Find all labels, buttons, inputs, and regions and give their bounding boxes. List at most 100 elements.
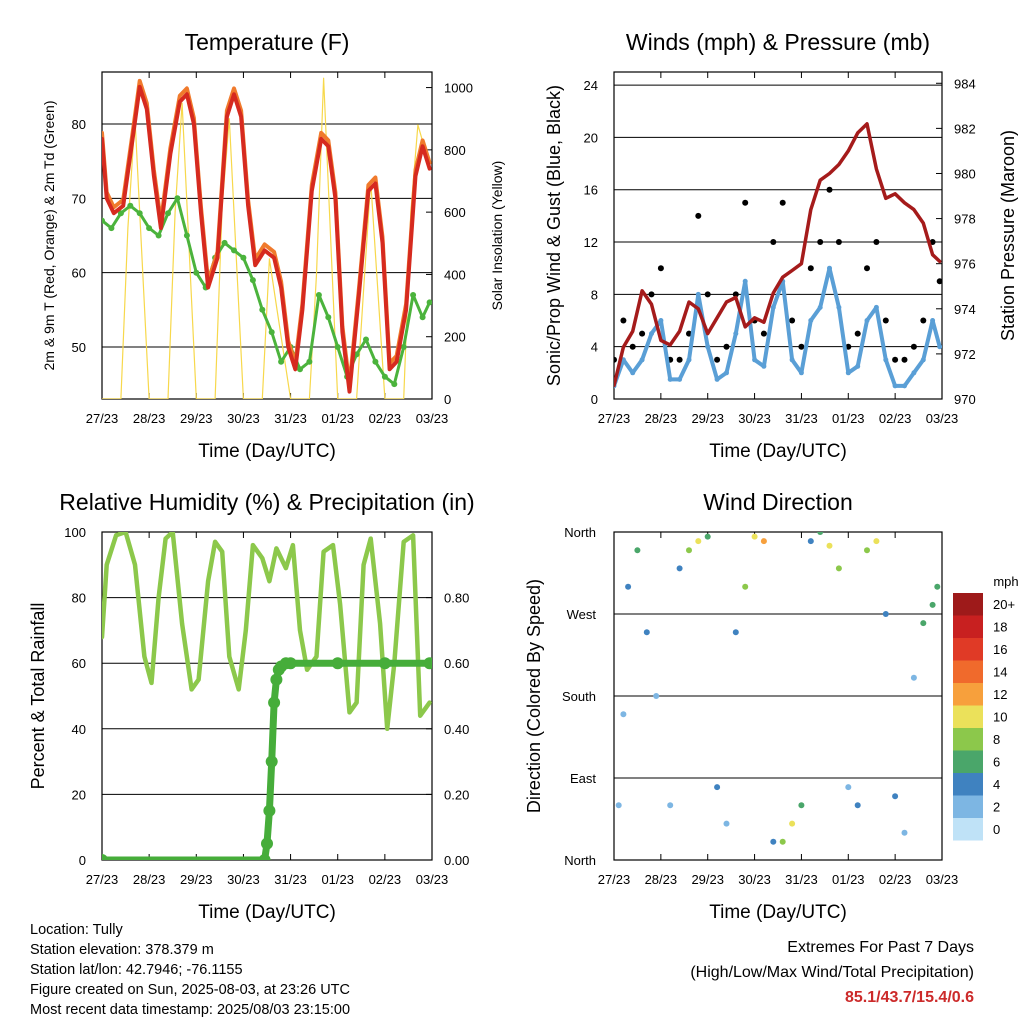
- direction-point: [676, 565, 683, 572]
- winds-y2tick-label: 972: [954, 347, 976, 362]
- gust-point: [901, 356, 908, 363]
- direction-point: [864, 547, 870, 554]
- gust-point: [817, 239, 824, 245]
- winds-xtick-label: 03/23: [926, 411, 959, 426]
- colorbar-label: 10: [993, 710, 1007, 725]
- extremes-block: Extremes For Past 7 Days (High/Low/Max W…: [690, 935, 974, 1010]
- winds-xtick-label: 27/23: [598, 411, 631, 426]
- winds-plot-area: [614, 122, 942, 389]
- temperature-xtick-label: 31/23: [274, 411, 307, 426]
- wind-point: [714, 376, 720, 382]
- humidity-y2tick-label: 0.00: [444, 853, 469, 868]
- gust-point: [936, 278, 942, 285]
- colorbar-swatch: [953, 728, 983, 751]
- colorbar-label: 4: [993, 777, 1000, 792]
- direction-xtick-label: 30/23: [738, 872, 771, 887]
- direction-point: [732, 629, 739, 636]
- humidity-xtick-label: 01/23: [321, 872, 354, 887]
- gust-point: [770, 239, 777, 245]
- humidity-xlabel: Time (Day/UTC): [198, 902, 336, 923]
- direction-point: [826, 542, 833, 549]
- direction-point: [667, 802, 674, 809]
- gust-point: [864, 265, 870, 272]
- extremes-subtitle: (High/Low/Max Wind/Total Precipitation): [690, 964, 974, 981]
- direction-point: [934, 583, 941, 590]
- gust-point: [826, 186, 833, 193]
- gust-point: [760, 330, 767, 337]
- precip-point: [258, 854, 271, 860]
- gust-point: [629, 343, 636, 350]
- gust-point: [723, 343, 730, 350]
- wind-point: [855, 363, 861, 369]
- gust-point: [732, 291, 739, 298]
- direction-point: [751, 533, 758, 540]
- direction-point: [920, 620, 927, 627]
- winds-xtick-label: 01/23: [832, 411, 865, 426]
- gust-point: [704, 291, 711, 298]
- temperature-y2label: Solar Insolation (Yellow): [489, 161, 505, 311]
- temperature-ytick-label: 70: [72, 191, 86, 206]
- humidity-xtick-label: 31/23: [274, 872, 307, 887]
- direction-ytick-label: North: [564, 525, 596, 540]
- gust-point: [845, 343, 852, 350]
- gust-point: [882, 317, 889, 324]
- humidity-xtick-label: 29/23: [180, 872, 213, 887]
- direction-point: [634, 547, 641, 554]
- humidity-ytick-label: 40: [72, 722, 86, 737]
- direction-point: [854, 802, 861, 809]
- winds-y2tick-label: 982: [954, 121, 976, 136]
- winds-y2tick-label: 980: [954, 166, 976, 181]
- winds-xtick-label: 30/23: [738, 411, 771, 426]
- temperature-ylabel: 2m & 9m T (Red, Orange) & 2m Td (Green): [41, 101, 57, 371]
- gust-point: [714, 356, 721, 363]
- direction-point: [686, 547, 692, 554]
- humidity-ylabel: Percent & Total Rainfall: [28, 603, 48, 790]
- colorbar-label: 8: [993, 732, 1000, 747]
- direction-ytick-label: West: [567, 607, 597, 622]
- colorbar-swatch: [953, 638, 983, 661]
- temperature-xtick-label: 29/23: [180, 411, 213, 426]
- temperature-xlabel: Time (Day/UTC): [198, 441, 336, 462]
- direction-point: [929, 601, 936, 608]
- precip-point: [102, 854, 108, 860]
- direction-xtick-label: 29/23: [691, 872, 724, 887]
- humidity-y2tick-label: 0.80: [444, 591, 469, 606]
- humidity-plot-area: [102, 532, 432, 860]
- precip-point: [263, 804, 276, 817]
- wind-point: [798, 370, 804, 376]
- direction-point: [620, 711, 627, 718]
- wind-point: [770, 304, 776, 310]
- wind-point: [667, 376, 673, 382]
- temperature-y2tick-label: 1000: [444, 81, 473, 96]
- direction-xtick-label: 27/23: [598, 872, 631, 887]
- direction-point: [835, 565, 842, 572]
- colorbar-swatch: [953, 683, 983, 706]
- wind-point: [873, 304, 879, 310]
- wind-point: [808, 318, 814, 323]
- direction-xtick-label: 28/23: [645, 872, 678, 887]
- direction-point: [723, 820, 730, 827]
- temperature-y2tick-label: 400: [444, 267, 466, 282]
- gust-point: [695, 212, 702, 219]
- colorbar-swatch: [953, 593, 983, 616]
- wind-point: [930, 318, 936, 323]
- direction-point: [615, 802, 622, 809]
- precip-point: [270, 673, 283, 686]
- winds-ytick-label: 20: [584, 130, 598, 145]
- colorbar-label: 16: [993, 642, 1007, 657]
- wind-point: [630, 370, 636, 376]
- winds-xlabel: Time (Day/UTC): [709, 441, 847, 462]
- winds-y2tick-label: 974: [954, 302, 976, 317]
- wind-point: [695, 291, 701, 297]
- gust-point: [910, 343, 917, 350]
- temperature-y2tick-label: 0: [444, 392, 451, 407]
- humidity-title: Relative Humidity (%) & Precipitation (i…: [59, 489, 474, 515]
- humidity-y2tick-label: 0.60: [444, 656, 469, 671]
- direction-point: [742, 583, 749, 590]
- wind-point: [864, 318, 870, 323]
- gust-point: [873, 239, 880, 245]
- gust-point: [648, 291, 655, 298]
- winds-ytick-label: 8: [591, 287, 598, 302]
- winds-ylabel: Sonic/Prop Wind & Gust (Blue, Black): [544, 85, 564, 386]
